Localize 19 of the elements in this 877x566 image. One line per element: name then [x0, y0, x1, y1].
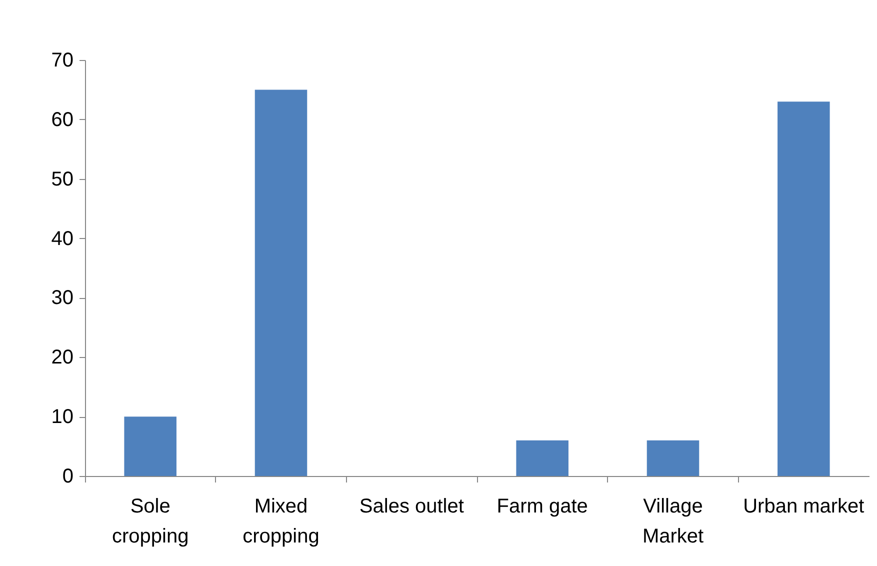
x-tick-label: Sole cropping	[112, 496, 189, 548]
y-tick-label: 60	[51, 108, 74, 131]
y-tick-label: 10	[51, 406, 74, 428]
bar	[254, 90, 308, 476]
x-tick-label: Village Market	[642, 496, 704, 548]
bar	[778, 102, 830, 476]
x-tick-label: Urban market	[743, 496, 865, 518]
y-tick-label: 40	[51, 228, 74, 250]
y-tick-label: 20	[51, 346, 74, 369]
bar	[124, 416, 176, 476]
y-tick-label: 0	[62, 466, 74, 488]
x-tick-label: Farm gate	[496, 496, 588, 518]
y-tick-label: 50	[51, 168, 74, 190]
y-tick-label: 30	[51, 287, 74, 310]
bar	[646, 440, 700, 476]
y-tick-label: 70	[51, 50, 74, 72]
x-tick-label: Mixed cropping	[242, 496, 320, 548]
x-tick-label: Sales outlet	[359, 496, 464, 518]
bar	[516, 440, 568, 476]
